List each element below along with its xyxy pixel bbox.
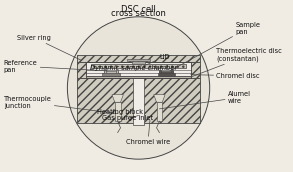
Bar (159, 70, 161, 73)
Text: Dynamic sample chamber: Dynamic sample chamber (90, 64, 178, 71)
Bar (127, 59, 150, 61)
Bar (159, 71, 173, 73)
Bar (132, 61, 145, 64)
Bar (86, 76, 191, 78)
Text: Chromel wire: Chromel wire (126, 120, 170, 145)
Text: Thermocouple
junction: Thermocouple junction (4, 96, 118, 114)
Polygon shape (112, 95, 123, 102)
Circle shape (67, 17, 210, 159)
Bar (77, 55, 200, 62)
Text: DSC cell: DSC cell (121, 5, 156, 14)
Bar (77, 62, 86, 78)
Text: Heating block: Heating block (97, 109, 143, 115)
Text: Sample
pan: Sample pan (170, 22, 260, 71)
Text: Silver ring: Silver ring (17, 35, 82, 61)
Bar (91, 64, 186, 68)
Text: cross section: cross section (111, 9, 166, 18)
Polygon shape (154, 95, 165, 102)
Bar (104, 71, 118, 73)
Bar (156, 102, 162, 121)
Bar (158, 73, 175, 76)
Bar (171, 70, 173, 73)
Text: Thermoelectric disc
(constantan): Thermoelectric disc (constantan) (191, 48, 282, 77)
Bar (103, 73, 120, 76)
Text: LID: LID (143, 54, 170, 66)
Bar (191, 62, 200, 78)
Bar (77, 78, 200, 123)
Text: Alumel
wire: Alumel wire (159, 91, 251, 109)
Bar (104, 70, 106, 73)
Bar (115, 102, 120, 121)
Text: Reference
pan: Reference pan (4, 60, 107, 73)
Bar (86, 62, 191, 78)
Text: Chromel disc: Chromel disc (191, 73, 260, 79)
Bar (116, 70, 118, 73)
Bar (133, 77, 144, 125)
Text: Gas purge inlet: Gas purge inlet (103, 115, 154, 121)
